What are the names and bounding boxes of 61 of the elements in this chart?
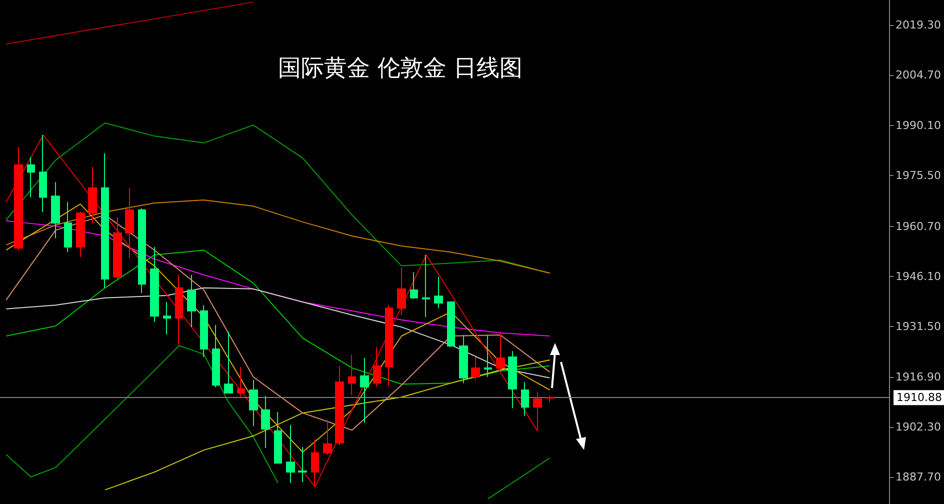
candlestick [323, 419, 332, 456]
candlestick [27, 156, 35, 198]
line-series [6, 250, 550, 385]
candlestick [496, 331, 505, 370]
y-tick-label: 1916.90 [896, 370, 942, 384]
candlestick [471, 356, 480, 380]
candlestick [410, 272, 418, 300]
candlestick [76, 211, 85, 258]
candlestick [249, 379, 258, 427]
candlestick [360, 357, 369, 424]
candlestick [51, 182, 60, 239]
candlestick [459, 334, 468, 384]
candlestick [163, 301, 171, 334]
candlestick [88, 166, 97, 224]
line-series [6, 287, 550, 378]
y-tick-label: 1946.10 [896, 270, 942, 284]
candlestick [64, 202, 72, 253]
candlestick [175, 274, 183, 346]
candlestick [138, 208, 146, 294]
candlestick [286, 424, 295, 484]
candlestick [335, 365, 344, 446]
candlestick [348, 354, 356, 396]
y-tick-label: 1902.30 [896, 420, 942, 434]
candlestick [397, 267, 406, 316]
line-series [104, 360, 550, 490]
candlestick [113, 216, 122, 280]
candlestick [373, 346, 381, 388]
candlestick [187, 274, 196, 328]
line-series [6, 345, 278, 484]
candlestick [422, 254, 430, 318]
candlestick [385, 304, 393, 387]
candlestick [447, 300, 455, 348]
line-series [6, 199, 550, 274]
candlestick [434, 276, 443, 309]
candlestick [508, 350, 517, 409]
candlestick [546, 394, 554, 402]
candlestick [39, 134, 47, 212]
y-tick-label: 1887.70 [896, 470, 942, 484]
y-tick-label: 2004.70 [896, 68, 942, 82]
candlestick [311, 440, 319, 488]
candlestick [200, 304, 208, 358]
candlestick [237, 366, 245, 398]
candlestick [298, 446, 307, 483]
text: 国际黄金 伦敦金 日线图 [278, 56, 523, 82]
candlestick [484, 334, 492, 378]
candlestick [224, 331, 233, 394]
y-tick-label: 1931.50 [896, 320, 942, 334]
y-tick-label: 2019.30 [896, 18, 942, 32]
y-tick-label: 1960.70 [896, 220, 942, 233]
candlestick [212, 324, 220, 388]
candlestick [533, 392, 542, 432]
candlestick [521, 382, 529, 417]
ref-line-label: 1910.88 [896, 391, 942, 404]
y-tick-label: 1975.50 [896, 169, 942, 182]
y-tick-label: 1990.10 [896, 118, 942, 132]
candlestick [101, 152, 109, 288]
candlestick [125, 187, 134, 259]
candlestick [14, 146, 23, 251]
candlestick [274, 411, 282, 464]
candlestick [261, 396, 270, 448]
candlestick [150, 246, 159, 322]
